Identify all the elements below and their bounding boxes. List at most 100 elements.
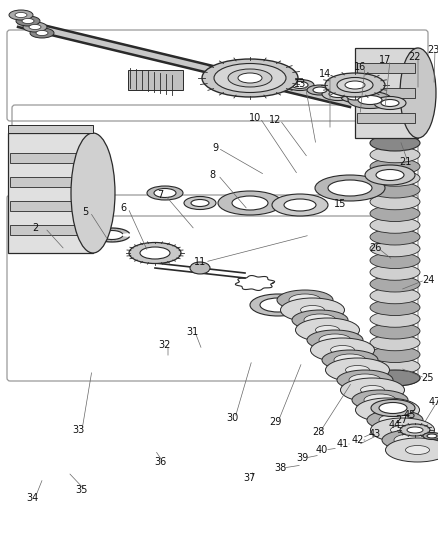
Ellipse shape <box>405 446 428 455</box>
Ellipse shape <box>272 194 327 216</box>
Polygon shape <box>91 221 99 223</box>
Ellipse shape <box>363 394 395 406</box>
Polygon shape <box>117 239 122 241</box>
Ellipse shape <box>369 241 419 257</box>
Ellipse shape <box>336 77 372 93</box>
Ellipse shape <box>369 206 419 222</box>
Polygon shape <box>73 214 77 218</box>
Polygon shape <box>41 218 49 221</box>
Polygon shape <box>94 233 101 234</box>
Polygon shape <box>56 214 61 218</box>
Polygon shape <box>84 236 90 239</box>
Polygon shape <box>74 238 79 241</box>
Ellipse shape <box>9 10 33 20</box>
Ellipse shape <box>364 165 414 185</box>
Ellipse shape <box>30 28 54 38</box>
Polygon shape <box>102 239 107 241</box>
Polygon shape <box>69 214 71 217</box>
Polygon shape <box>122 236 129 238</box>
Ellipse shape <box>280 298 344 322</box>
Polygon shape <box>97 238 103 240</box>
Polygon shape <box>94 234 101 235</box>
Polygon shape <box>94 224 102 226</box>
Bar <box>128 70 183 90</box>
Polygon shape <box>94 233 101 235</box>
Polygon shape <box>112 228 114 231</box>
Ellipse shape <box>370 418 434 442</box>
Text: 21: 21 <box>398 157 410 167</box>
Ellipse shape <box>399 424 429 436</box>
Ellipse shape <box>154 189 176 198</box>
Ellipse shape <box>36 30 48 36</box>
Polygon shape <box>43 217 50 221</box>
Polygon shape <box>117 229 122 231</box>
Polygon shape <box>38 233 46 236</box>
Bar <box>8 125 93 133</box>
Ellipse shape <box>23 22 47 32</box>
Ellipse shape <box>369 147 419 163</box>
Bar <box>10 201 91 211</box>
Polygon shape <box>33 229 41 231</box>
Ellipse shape <box>369 335 419 351</box>
Polygon shape <box>94 235 101 236</box>
Polygon shape <box>92 221 100 224</box>
Ellipse shape <box>369 229 419 245</box>
Ellipse shape <box>129 243 180 263</box>
Text: 14: 14 <box>318 69 330 79</box>
Text: 41: 41 <box>336 439 348 449</box>
Ellipse shape <box>71 133 115 253</box>
Polygon shape <box>64 214 67 217</box>
Polygon shape <box>56 238 61 241</box>
Ellipse shape <box>328 91 346 98</box>
Polygon shape <box>110 239 112 242</box>
Ellipse shape <box>422 432 438 440</box>
Polygon shape <box>78 215 84 219</box>
Polygon shape <box>120 230 126 232</box>
Ellipse shape <box>369 323 419 339</box>
Polygon shape <box>73 238 77 242</box>
Text: 23: 23 <box>426 45 438 55</box>
Text: 31: 31 <box>185 327 198 337</box>
Polygon shape <box>119 230 124 232</box>
Polygon shape <box>74 214 79 218</box>
Polygon shape <box>96 231 103 233</box>
Ellipse shape <box>378 402 406 414</box>
Ellipse shape <box>369 346 419 362</box>
Ellipse shape <box>303 314 335 326</box>
Text: 33: 33 <box>72 425 84 435</box>
Ellipse shape <box>285 79 313 91</box>
Text: 43: 43 <box>368 429 380 439</box>
Text: 29: 29 <box>268 417 281 427</box>
Ellipse shape <box>288 294 320 306</box>
Ellipse shape <box>426 434 436 438</box>
Polygon shape <box>118 229 123 231</box>
Text: 38: 38 <box>273 463 286 473</box>
Polygon shape <box>95 237 102 239</box>
Text: 10: 10 <box>248 113 261 123</box>
Ellipse shape <box>201 59 297 97</box>
Text: 17: 17 <box>378 55 390 65</box>
Polygon shape <box>77 238 81 241</box>
Polygon shape <box>87 218 94 221</box>
Text: 11: 11 <box>194 257 206 267</box>
Text: 37: 37 <box>243 473 256 483</box>
Ellipse shape <box>369 253 419 269</box>
Ellipse shape <box>276 290 332 310</box>
Polygon shape <box>45 217 52 220</box>
Ellipse shape <box>218 191 281 215</box>
Text: 36: 36 <box>154 457 166 467</box>
Polygon shape <box>107 239 110 242</box>
Ellipse shape <box>190 262 209 274</box>
Text: 34: 34 <box>26 493 38 503</box>
Ellipse shape <box>375 169 403 181</box>
Polygon shape <box>77 215 81 219</box>
Text: 8: 8 <box>208 170 215 180</box>
Polygon shape <box>94 230 102 232</box>
Ellipse shape <box>249 294 305 316</box>
Polygon shape <box>80 237 86 240</box>
Ellipse shape <box>312 87 326 93</box>
Polygon shape <box>87 235 94 238</box>
Text: 12: 12 <box>268 115 281 125</box>
Polygon shape <box>120 238 127 239</box>
Polygon shape <box>40 219 47 222</box>
